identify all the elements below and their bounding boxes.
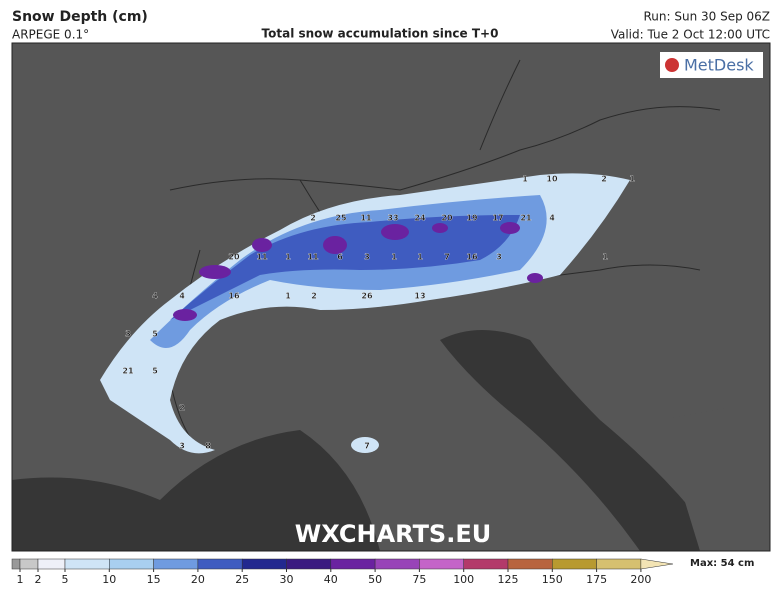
snow-depth-label: 11 <box>360 214 372 223</box>
snow-area <box>170 215 520 320</box>
snow-depth-label: 1 <box>629 175 635 184</box>
snow-area <box>351 437 379 453</box>
colorbar-segment <box>552 558 597 570</box>
colorbar-label: 125 <box>498 573 519 586</box>
snow-depth-label: 2 <box>310 214 316 223</box>
colorbar-label: 10 <box>102 573 116 586</box>
snow-depth-label: 4 <box>152 292 158 301</box>
subtitle: Total snow accumulation since T+0 <box>262 27 499 41</box>
snow-depth-label: 1 <box>285 253 291 262</box>
snow-depth-label: 10 <box>546 175 558 184</box>
model: ARPEGE 0.1° <box>12 28 89 42</box>
snow-depth-label: 3 <box>364 253 370 262</box>
snow-depth-label: 19 <box>466 214 478 223</box>
snow-depth-label: 20 <box>441 214 453 223</box>
colorbar-segment <box>419 558 464 570</box>
snow-depth-label: 3 <box>179 442 185 451</box>
colorbar-segment <box>153 558 199 570</box>
colorbar-label: 2 <box>35 573 42 586</box>
colorbar: 1 2 5 10 15 20 25 30 40 50 75 100 125 150 175 200 <box>11 558 673 586</box>
title: Snow Depth (cm) <box>12 9 148 25</box>
colorbar-label: 40 <box>324 573 338 586</box>
colorbar-label: 75 <box>412 573 426 586</box>
colorbar-segment <box>374 558 420 570</box>
map: 1 10 2 12 25 11 33 24 20 19 17 21 420 11 1 11 6 3 1 1 7 16 3 14… <box>11 42 771 552</box>
colorbar-label: 25 <box>235 573 249 586</box>
sea <box>12 430 380 551</box>
colorbar-label: 175 <box>586 573 607 586</box>
colorbar-label: 1 <box>17 573 24 586</box>
colorbar-label: 150 <box>542 573 563 586</box>
snow-depth-label: 8 <box>205 442 211 451</box>
colorbar-segment <box>64 558 110 570</box>
snow-depth-label: 1 <box>602 253 608 262</box>
snow-depth-label: 25 <box>335 214 347 223</box>
colorbar-label: 30 <box>280 573 294 586</box>
colorbar-segment <box>640 558 673 570</box>
colorbar-segment <box>197 558 243 570</box>
snow-depth-label: 4 <box>549 214 555 223</box>
colorbar-segment <box>286 558 332 570</box>
snow-depth-label: 16 <box>228 292 240 301</box>
valid-time: Valid: Tue 2 Oct 12:00 UTC <box>611 28 770 42</box>
snow-depth-label: 21 <box>122 367 134 376</box>
snow-depth-label: 20 <box>228 253 240 262</box>
colorbar-label: 20 <box>191 573 205 586</box>
colorbar-segment <box>19 558 39 570</box>
colorbar-under <box>11 558 21 570</box>
snow-depth-label: 21 <box>520 214 532 223</box>
snow-depth-label: 3 <box>125 330 131 339</box>
logo: MetDesk <box>684 56 754 75</box>
snow-depth-label: 7 <box>364 442 370 451</box>
colorbar-label: 100 <box>453 573 474 586</box>
colorbar-label: 200 <box>630 573 651 586</box>
colorbar-segment <box>37 558 66 570</box>
snow-depth-label: 11 <box>256 253 268 262</box>
snow-peaks <box>173 222 543 321</box>
colorbar-segment <box>241 558 287 570</box>
colorbar-segment <box>330 558 376 570</box>
colorbar-label: 50 <box>368 573 382 586</box>
colorbar-segment <box>109 558 154 570</box>
snow-depth-label: 2 <box>311 292 317 301</box>
snow-depth-label: 16 <box>466 253 478 262</box>
snow-depth-label: 26 <box>361 292 373 301</box>
snow-depth-label: 2 <box>179 404 185 413</box>
watermark: WXCHARTS.EU <box>295 520 491 548</box>
land <box>660 400 770 551</box>
colorbar-segment <box>507 558 553 570</box>
snow-depth-label: 17 <box>492 214 503 223</box>
snow-depth-label: 24 <box>414 214 426 223</box>
snow-depth-label: 5 <box>152 367 158 376</box>
max-label: Max: 54 cm <box>690 558 754 569</box>
snow-depth-label: 11 <box>307 253 319 262</box>
logo-icon <box>665 58 679 72</box>
colorbar-label: 15 <box>147 573 161 586</box>
snow-depth-label: 1 <box>522 175 528 184</box>
snow-depth-label: 1 <box>285 292 291 301</box>
snow-depth-label: 7 <box>444 253 450 262</box>
snow-depth-label: 4 <box>179 292 185 301</box>
snow-depth-label: 5 <box>152 330 158 339</box>
snow-depth-label: 33 <box>387 214 398 223</box>
run-time: Run: Sun 30 Sep 06Z <box>643 10 770 24</box>
snow-depth-label: 2 <box>601 175 607 184</box>
snow-depth-label: 1 <box>417 253 423 262</box>
map-frame <box>11 42 771 552</box>
snow-depth-label: 1 <box>391 253 397 262</box>
map-labels: 1 10 2 12 25 11 33 24 20 19 17 21 420 11 1 11 6 3 1 1 7 16 3 14… <box>122 174 635 451</box>
colorbar-label: 5 <box>62 573 69 586</box>
snow-depth-label: 6 <box>337 253 343 262</box>
colorbar-segment <box>463 558 509 570</box>
snow-depth-label: 3 <box>496 253 502 262</box>
sea <box>440 330 770 551</box>
colorbar-segment <box>596 558 642 570</box>
snow-depth-label: 13 <box>414 292 425 301</box>
